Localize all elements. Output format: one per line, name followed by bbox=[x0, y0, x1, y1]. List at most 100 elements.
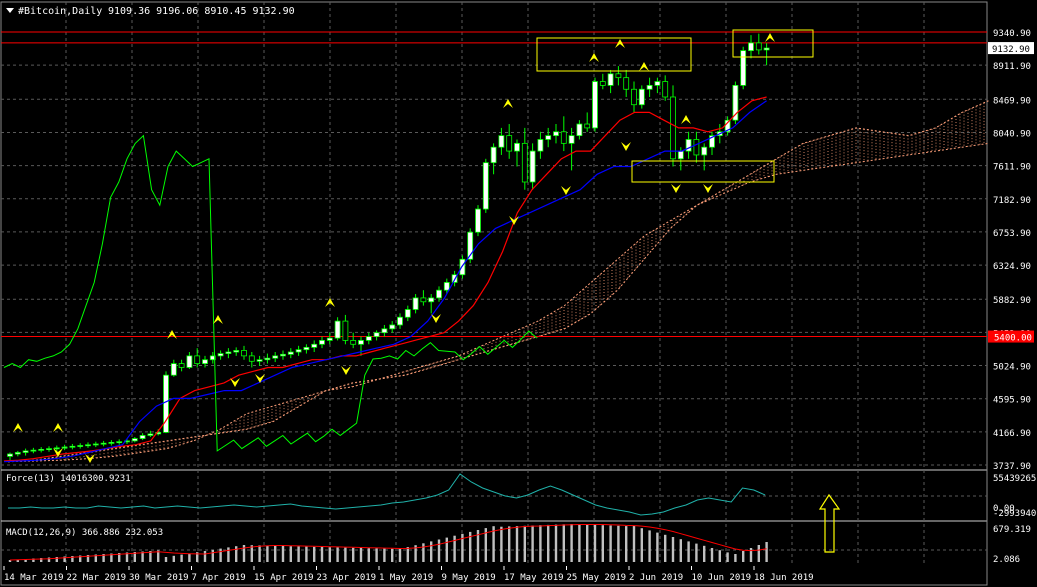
candle bbox=[326, 332, 333, 345]
price-axis-label: 4166.90 bbox=[993, 429, 1031, 439]
date-axis-label: 18 Jun 2019 bbox=[754, 573, 814, 583]
candle bbox=[77, 443, 84, 449]
macd-histogram-bar bbox=[172, 555, 175, 562]
date-axis-label: 30 Mar 2019 bbox=[129, 573, 189, 583]
candle bbox=[693, 131, 700, 163]
candle bbox=[537, 131, 544, 159]
macd-histogram-bar bbox=[414, 545, 417, 562]
candle-body bbox=[116, 441, 123, 444]
price-axis-label: 5882.90 bbox=[993, 296, 1031, 306]
candle-body bbox=[38, 448, 45, 451]
senkou-span-b bbox=[7, 142, 989, 463]
macd-histogram-bar bbox=[593, 524, 597, 562]
macd-histogram-bar bbox=[445, 537, 448, 562]
macd-histogram-bar bbox=[515, 526, 519, 562]
candle bbox=[61, 444, 68, 451]
macd-histogram-bar bbox=[188, 553, 191, 562]
candle bbox=[14, 450, 21, 457]
candle-body bbox=[53, 447, 60, 450]
current-price-box bbox=[988, 42, 1034, 55]
candle-body bbox=[334, 320, 341, 339]
macd-histogram-bar bbox=[211, 549, 214, 562]
candle-body bbox=[131, 438, 138, 442]
candle bbox=[303, 344, 310, 354]
candle-body bbox=[412, 297, 419, 310]
candle-body bbox=[170, 363, 177, 376]
candle bbox=[100, 440, 107, 447]
candle-body bbox=[92, 443, 99, 446]
macd-histogram-bar bbox=[531, 525, 534, 562]
macd-histogram-bar bbox=[640, 528, 643, 562]
macd-histogram-bar bbox=[274, 545, 277, 562]
candle-body bbox=[576, 123, 583, 137]
candle bbox=[381, 324, 388, 337]
macd-histogram-bar bbox=[86, 555, 90, 562]
chart-title: #Bitcoin,Daily bbox=[18, 6, 102, 17]
macd-histogram-bar bbox=[695, 543, 698, 562]
candle bbox=[30, 447, 37, 454]
candle-body bbox=[545, 135, 552, 140]
macd-histogram-bar bbox=[742, 551, 745, 562]
candle-body bbox=[241, 350, 247, 357]
macd-histogram-bar bbox=[601, 525, 604, 562]
candle-body bbox=[662, 81, 669, 98]
candle bbox=[108, 440, 115, 446]
macd-histogram-bar bbox=[110, 553, 113, 562]
candle-body bbox=[108, 442, 115, 444]
candle-body bbox=[326, 337, 333, 341]
candle-body bbox=[443, 282, 450, 291]
macd-histogram-bar bbox=[219, 548, 222, 562]
candle bbox=[131, 437, 138, 443]
date-axis-label: 25 May 2019 bbox=[567, 573, 627, 583]
candle bbox=[420, 290, 427, 306]
senkou-span-a bbox=[7, 100, 989, 463]
chart-ohlc: 9109.36 9196.06 8910.45 9132.90 bbox=[108, 6, 295, 17]
candle bbox=[545, 127, 552, 148]
date-axis-label: 15 Apr 2019 bbox=[254, 573, 314, 583]
candle bbox=[404, 305, 411, 322]
candle-body bbox=[7, 453, 13, 457]
candle-body bbox=[365, 336, 372, 341]
macd-histogram-bar bbox=[710, 548, 714, 562]
candle bbox=[85, 442, 91, 448]
macd-histogram-bar bbox=[149, 551, 152, 562]
price-axis-label: 8911.90 bbox=[993, 62, 1031, 72]
candle bbox=[170, 359, 177, 377]
macd-histogram-bar bbox=[8, 560, 12, 562]
candle bbox=[475, 205, 481, 237]
candle bbox=[646, 77, 653, 97]
candlestick-series bbox=[7, 33, 770, 462]
fractal-down-marker bbox=[53, 448, 63, 457]
candle-body bbox=[342, 320, 349, 341]
price-axis-label: 5024.90 bbox=[993, 363, 1031, 373]
macd-histogram-bar bbox=[250, 545, 253, 562]
macd-histogram-bar bbox=[47, 557, 51, 562]
candle bbox=[490, 143, 497, 175]
candle bbox=[256, 355, 263, 366]
candle-body bbox=[560, 131, 567, 144]
macd-signal-line bbox=[9, 524, 767, 561]
candle bbox=[654, 77, 661, 94]
candle-body bbox=[475, 208, 481, 233]
candle bbox=[116, 439, 123, 445]
candle bbox=[732, 81, 739, 125]
candle bbox=[280, 350, 286, 360]
macd-histogram-bar bbox=[664, 534, 667, 562]
candle-body bbox=[30, 449, 37, 452]
macd-histogram-bar bbox=[367, 548, 370, 562]
candle bbox=[342, 314, 349, 345]
macd-histogram-bar bbox=[625, 526, 628, 562]
candle-body bbox=[420, 297, 427, 303]
candle-body bbox=[358, 340, 364, 345]
candle bbox=[202, 355, 208, 368]
candle-body bbox=[615, 73, 622, 79]
macd-histogram-bar bbox=[320, 547, 324, 562]
time-axis: 14 Mar 2019 22 Mar 2019 30 Mar 2019 7 Apr 2… bbox=[3, 566, 814, 583]
candle bbox=[147, 430, 154, 438]
fractal-down-marker bbox=[509, 216, 519, 225]
fractal-up-marker bbox=[53, 423, 63, 432]
candle-body bbox=[248, 355, 255, 362]
candle-body bbox=[287, 351, 294, 355]
kijun-sen-line bbox=[3, 100, 767, 463]
